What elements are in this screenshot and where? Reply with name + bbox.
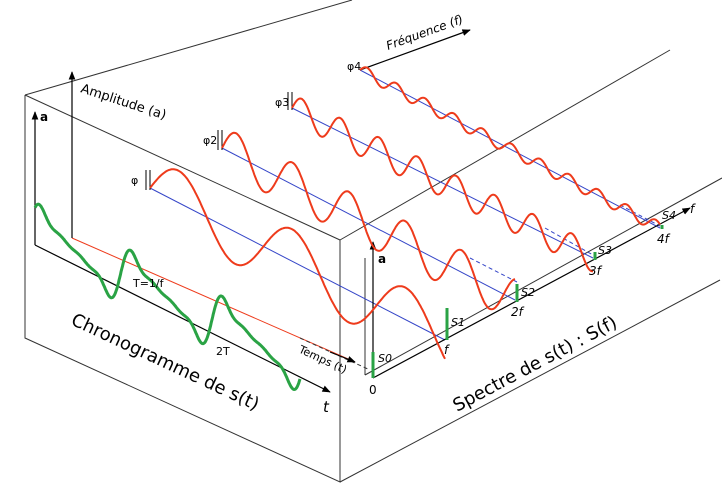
period-label: T=1/f: [132, 277, 165, 290]
box-outline: [24, 0, 722, 483]
spectrum-title: Spectre de s(t) : S(f): [449, 312, 620, 416]
spectral-lines: [371, 225, 664, 378]
two-t-label: 2T: [216, 345, 230, 358]
spectral-label-s3: S3: [598, 244, 612, 257]
t-arrow-label: t: [323, 398, 330, 416]
phase-label-2: φ2: [203, 134, 217, 147]
right-a-label: a: [378, 252, 386, 266]
freq-tick-4f: 4f: [657, 232, 671, 246]
top-back-edge: [24, 0, 353, 96]
amplitude-axis-label: Amplitude (a): [79, 82, 168, 124]
phase-ticks: [145, 92, 293, 190]
harmonic-wave-3: [291, 97, 593, 273]
freq-tick-3f: 3f: [589, 264, 603, 278]
right-floor-edge: [339, 279, 721, 483]
dashed-lines: [299, 204, 661, 371]
spectral-label-s2: S2: [521, 286, 535, 299]
left-a-label: a: [40, 110, 48, 124]
dash-3: [619, 204, 661, 227]
chronogram-title: Chronogramme de s(t): [68, 309, 263, 415]
freq-line-3: [291, 107, 594, 259]
harmonic-waves: [149, 66, 661, 360]
freq-tick-2f: 2f: [511, 305, 525, 319]
labels: Amplitude (a) Fréquence (f) Temps (t) a …: [40, 12, 696, 416]
spectral-label-s0: S0: [378, 352, 392, 365]
freq-tick-f: f: [444, 343, 450, 357]
time-axis-arrow: [329, 351, 356, 363]
freq-line-2: [221, 147, 516, 301]
zero-label: 0: [369, 383, 377, 397]
f-arrow-label: f: [690, 202, 696, 216]
spectral-label-s4: S4: [662, 209, 676, 222]
phase-label-3: φ3: [275, 96, 289, 109]
freq-line-4: [359, 69, 661, 229]
harmonic-wave-4: [359, 66, 661, 226]
harmonic-wave-1: [149, 168, 446, 360]
f-axis: [372, 207, 691, 379]
dash-2: [544, 227, 594, 256]
phase-label-1: φ: [131, 174, 138, 187]
frequency-axis: [359, 29, 471, 71]
harmonic-wave-2: [221, 131, 516, 311]
right-panel-edge: [364, 177, 722, 376]
spectral-label-s1: S1: [451, 316, 465, 329]
composite-signal: [33, 202, 302, 392]
phase-label-4: φ4: [347, 60, 361, 73]
dash-1: [469, 257, 518, 283]
freq-line-1: [149, 187, 446, 341]
